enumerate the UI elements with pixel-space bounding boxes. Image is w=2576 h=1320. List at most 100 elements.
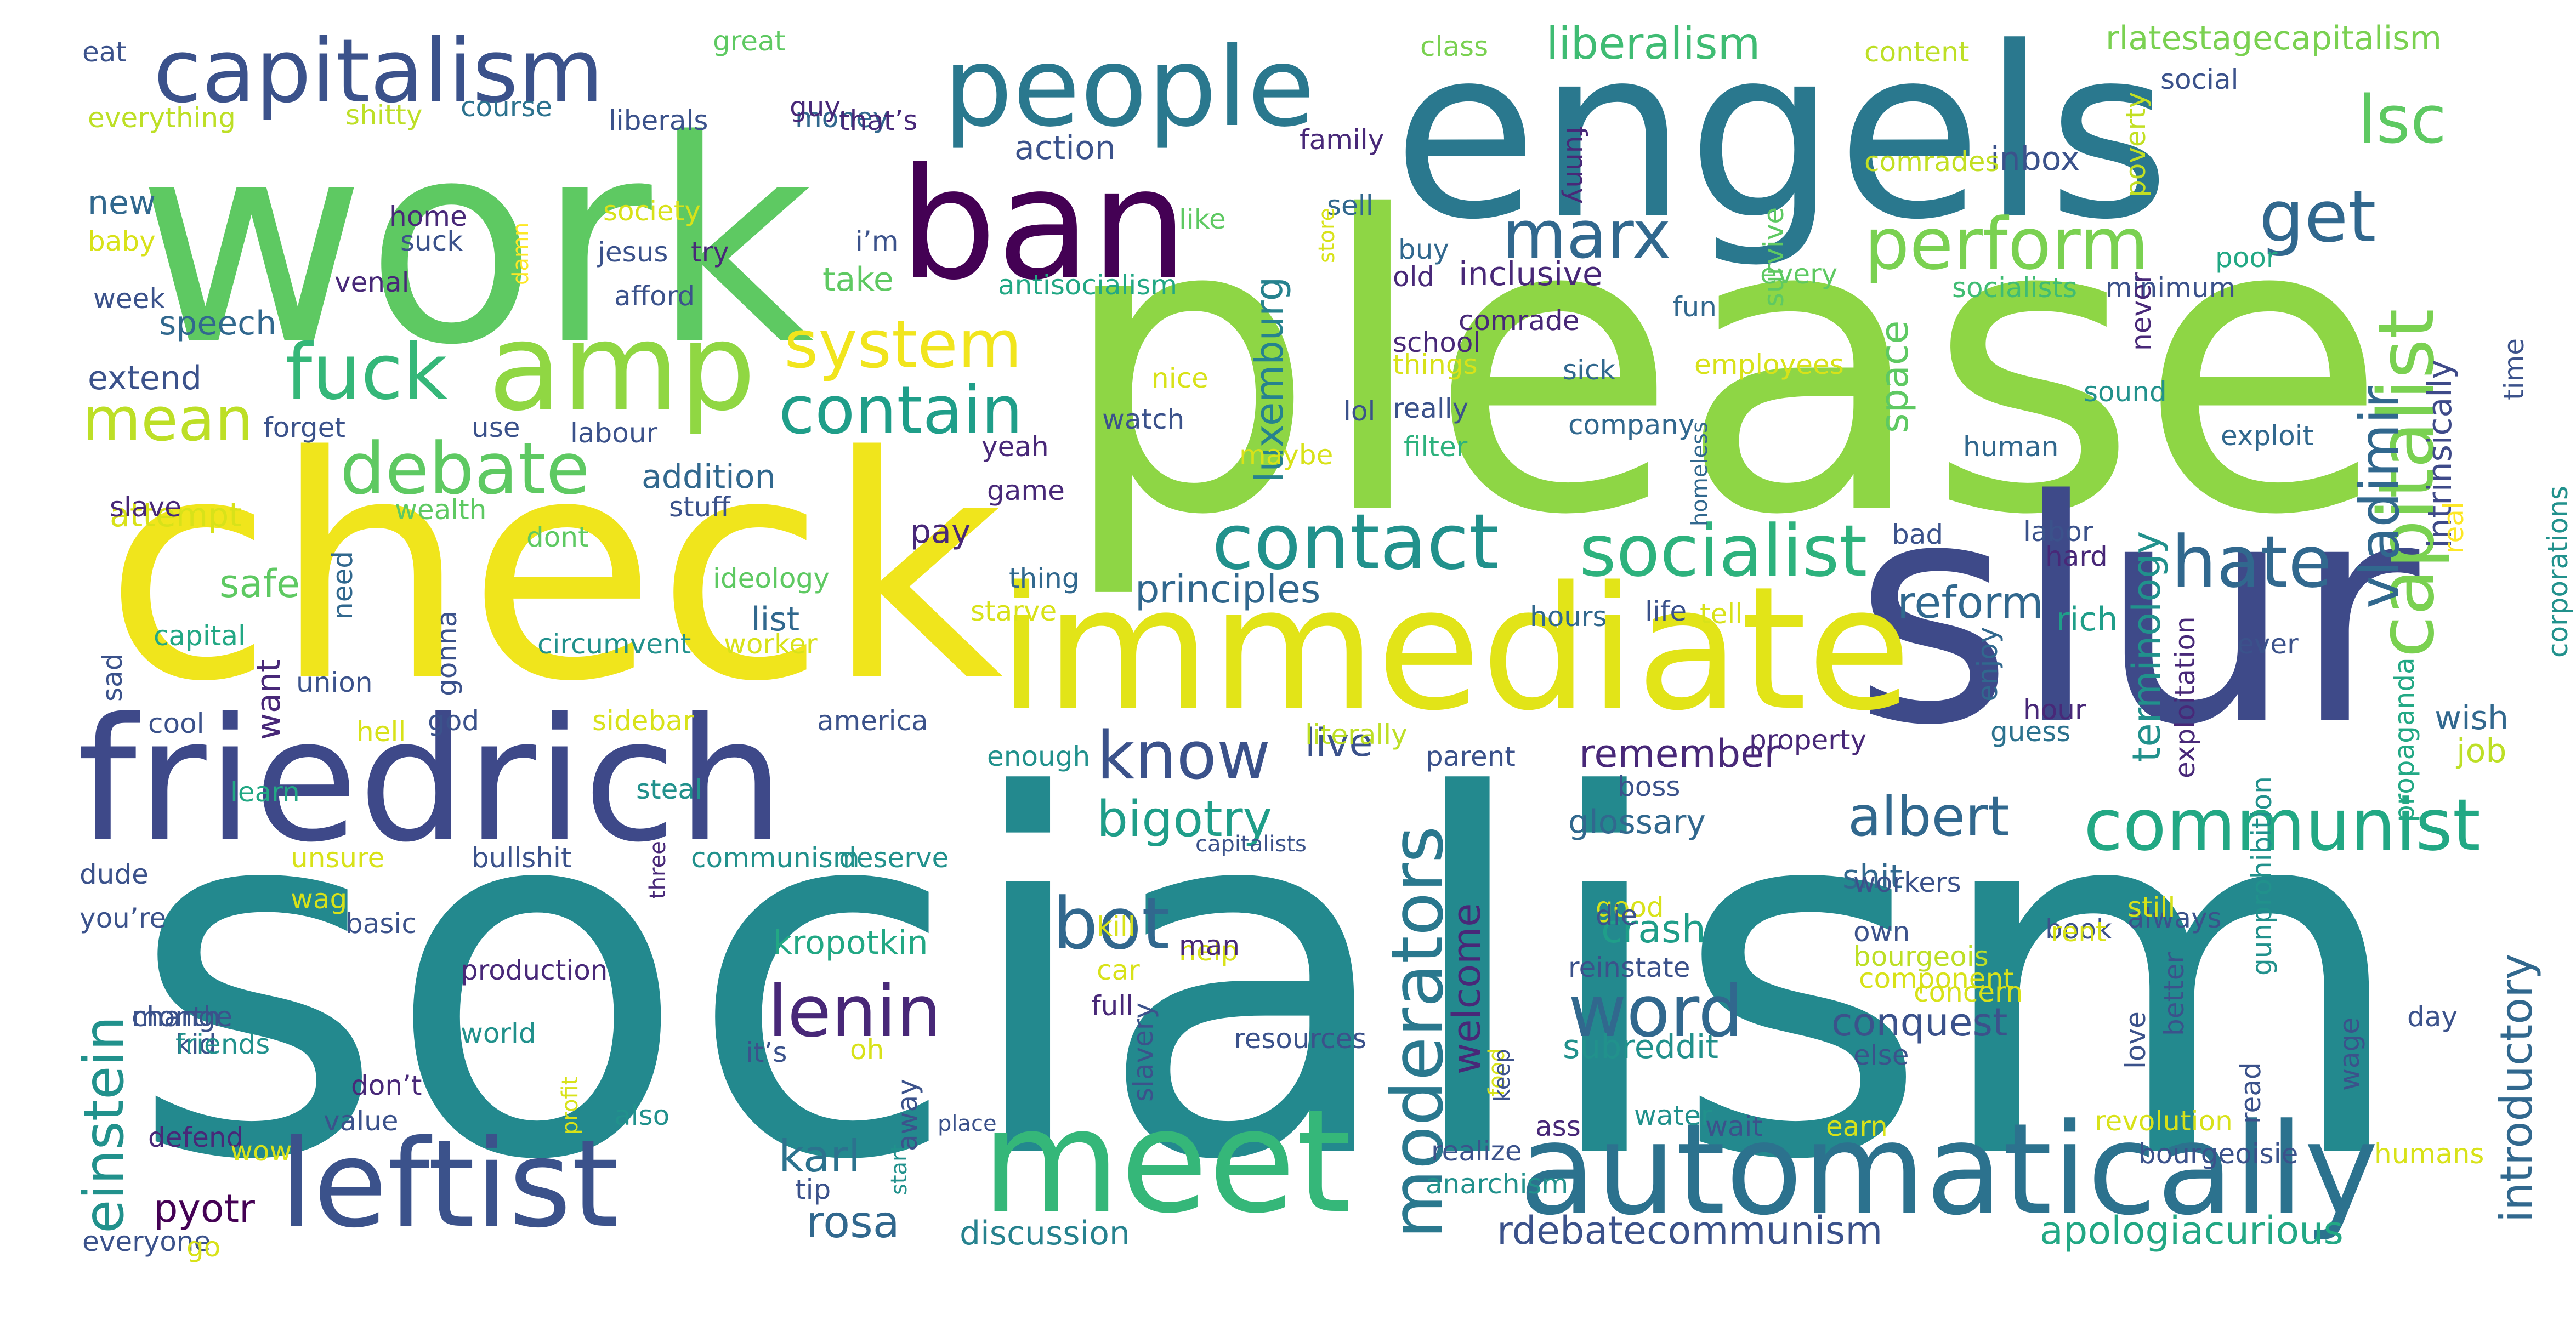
word: unsure — [291, 842, 385, 874]
word: car — [1097, 954, 1140, 986]
word: ban — [899, 135, 1188, 314]
word: yeah — [981, 431, 1049, 463]
word: great — [713, 25, 786, 57]
word: suck — [400, 225, 463, 257]
word: list — [751, 600, 800, 639]
word: bigotry — [1097, 790, 1272, 848]
word: hours — [1530, 601, 1607, 633]
word: take — [822, 260, 894, 299]
word: cool — [148, 708, 205, 739]
word: homeless — [1687, 422, 1712, 526]
word: always — [2127, 902, 2222, 934]
word: comrades — [1864, 146, 2000, 178]
word: terminology — [2124, 531, 2169, 762]
word: capital — [154, 620, 246, 652]
word: principles — [1135, 567, 1321, 612]
word: capitalism — [154, 20, 604, 122]
word: communist — [2084, 783, 2481, 867]
word: content — [1864, 36, 1970, 68]
word: propaganda — [2388, 657, 2420, 822]
word: kid — [175, 1028, 217, 1060]
word: maybe — [1239, 439, 1334, 471]
word: new — [88, 184, 156, 222]
word: slavery — [1127, 1002, 1159, 1102]
word: i’m — [855, 225, 899, 257]
word: class — [1420, 31, 1489, 62]
word: damn — [508, 222, 534, 285]
word: check — [104, 391, 1003, 749]
word: game — [987, 475, 1065, 507]
word: friends — [175, 1028, 270, 1060]
word: things — [1393, 349, 1478, 380]
word: enjoy — [1972, 627, 2004, 702]
word: guess — [1990, 716, 2071, 748]
word: sad — [97, 653, 128, 702]
word: karl — [779, 1131, 861, 1182]
word: system — [784, 307, 1022, 383]
word: never — [2125, 272, 2157, 351]
word: reform — [1897, 577, 2044, 628]
word: safe — [219, 561, 300, 606]
word: sick — [1563, 354, 1616, 386]
word: vladimir — [2347, 386, 2412, 608]
word: people — [943, 24, 1315, 151]
word: perform — [1864, 202, 2149, 286]
word: wish — [2435, 699, 2509, 737]
word: value — [324, 1105, 399, 1137]
word: word — [1568, 970, 1744, 1053]
word: day — [2407, 1001, 2458, 1033]
word: debate — [340, 427, 590, 510]
word: socialism — [129, 694, 2411, 1268]
word: real — [2438, 502, 2470, 554]
word: home — [389, 201, 467, 232]
word: kill — [1097, 911, 1136, 942]
word: marx — [1502, 197, 1671, 274]
word: use — [472, 412, 520, 443]
word: wage — [2334, 1017, 2365, 1091]
word: component — [1859, 963, 2014, 994]
word: union — [296, 667, 373, 698]
word: work — [137, 81, 814, 406]
word: shitty — [345, 99, 423, 131]
word: venal — [334, 266, 410, 298]
word: know — [1097, 718, 1271, 794]
word: pyotr — [154, 1186, 255, 1231]
word: own — [1853, 916, 1910, 948]
word: production — [461, 954, 608, 986]
word: employees — [1694, 349, 1844, 380]
word: everyone — [82, 1226, 211, 1258]
word: wag — [291, 883, 348, 915]
word: keep — [1490, 1049, 1515, 1102]
word: workers — [1853, 867, 1961, 898]
word: socialist — [1579, 509, 1868, 593]
word: steal — [636, 773, 702, 805]
word: family — [1300, 124, 1385, 156]
word: tell — [1700, 598, 1743, 630]
word: sound — [2084, 376, 2167, 408]
word: else — [1853, 1039, 1909, 1071]
word: wow — [230, 1135, 292, 1167]
word: wait — [1705, 1111, 1763, 1142]
word: inclusive — [1459, 255, 1603, 293]
word: mean — [82, 384, 253, 454]
word: poor — [2215, 242, 2278, 274]
word: place — [938, 1111, 997, 1136]
word: kropotkin — [773, 924, 928, 962]
word: space — [1872, 320, 1917, 433]
word: human — [1963, 431, 2059, 463]
word: deserve — [839, 842, 949, 874]
word: really — [1393, 392, 1469, 424]
word: world — [461, 1017, 536, 1049]
word: away — [892, 1079, 923, 1151]
word: learn — [230, 776, 300, 808]
word: circumvent — [537, 628, 691, 660]
word: god — [428, 705, 480, 737]
word: bourgeoisie — [2138, 1138, 2299, 1170]
word: socialists — [1952, 272, 2078, 304]
word: rent — [2051, 916, 2107, 948]
word: fun — [1672, 291, 1717, 323]
word: engels — [1393, 0, 2171, 271]
word: liberals — [609, 105, 708, 136]
word: boss — [1618, 771, 1681, 803]
word: every — [1760, 258, 1838, 290]
